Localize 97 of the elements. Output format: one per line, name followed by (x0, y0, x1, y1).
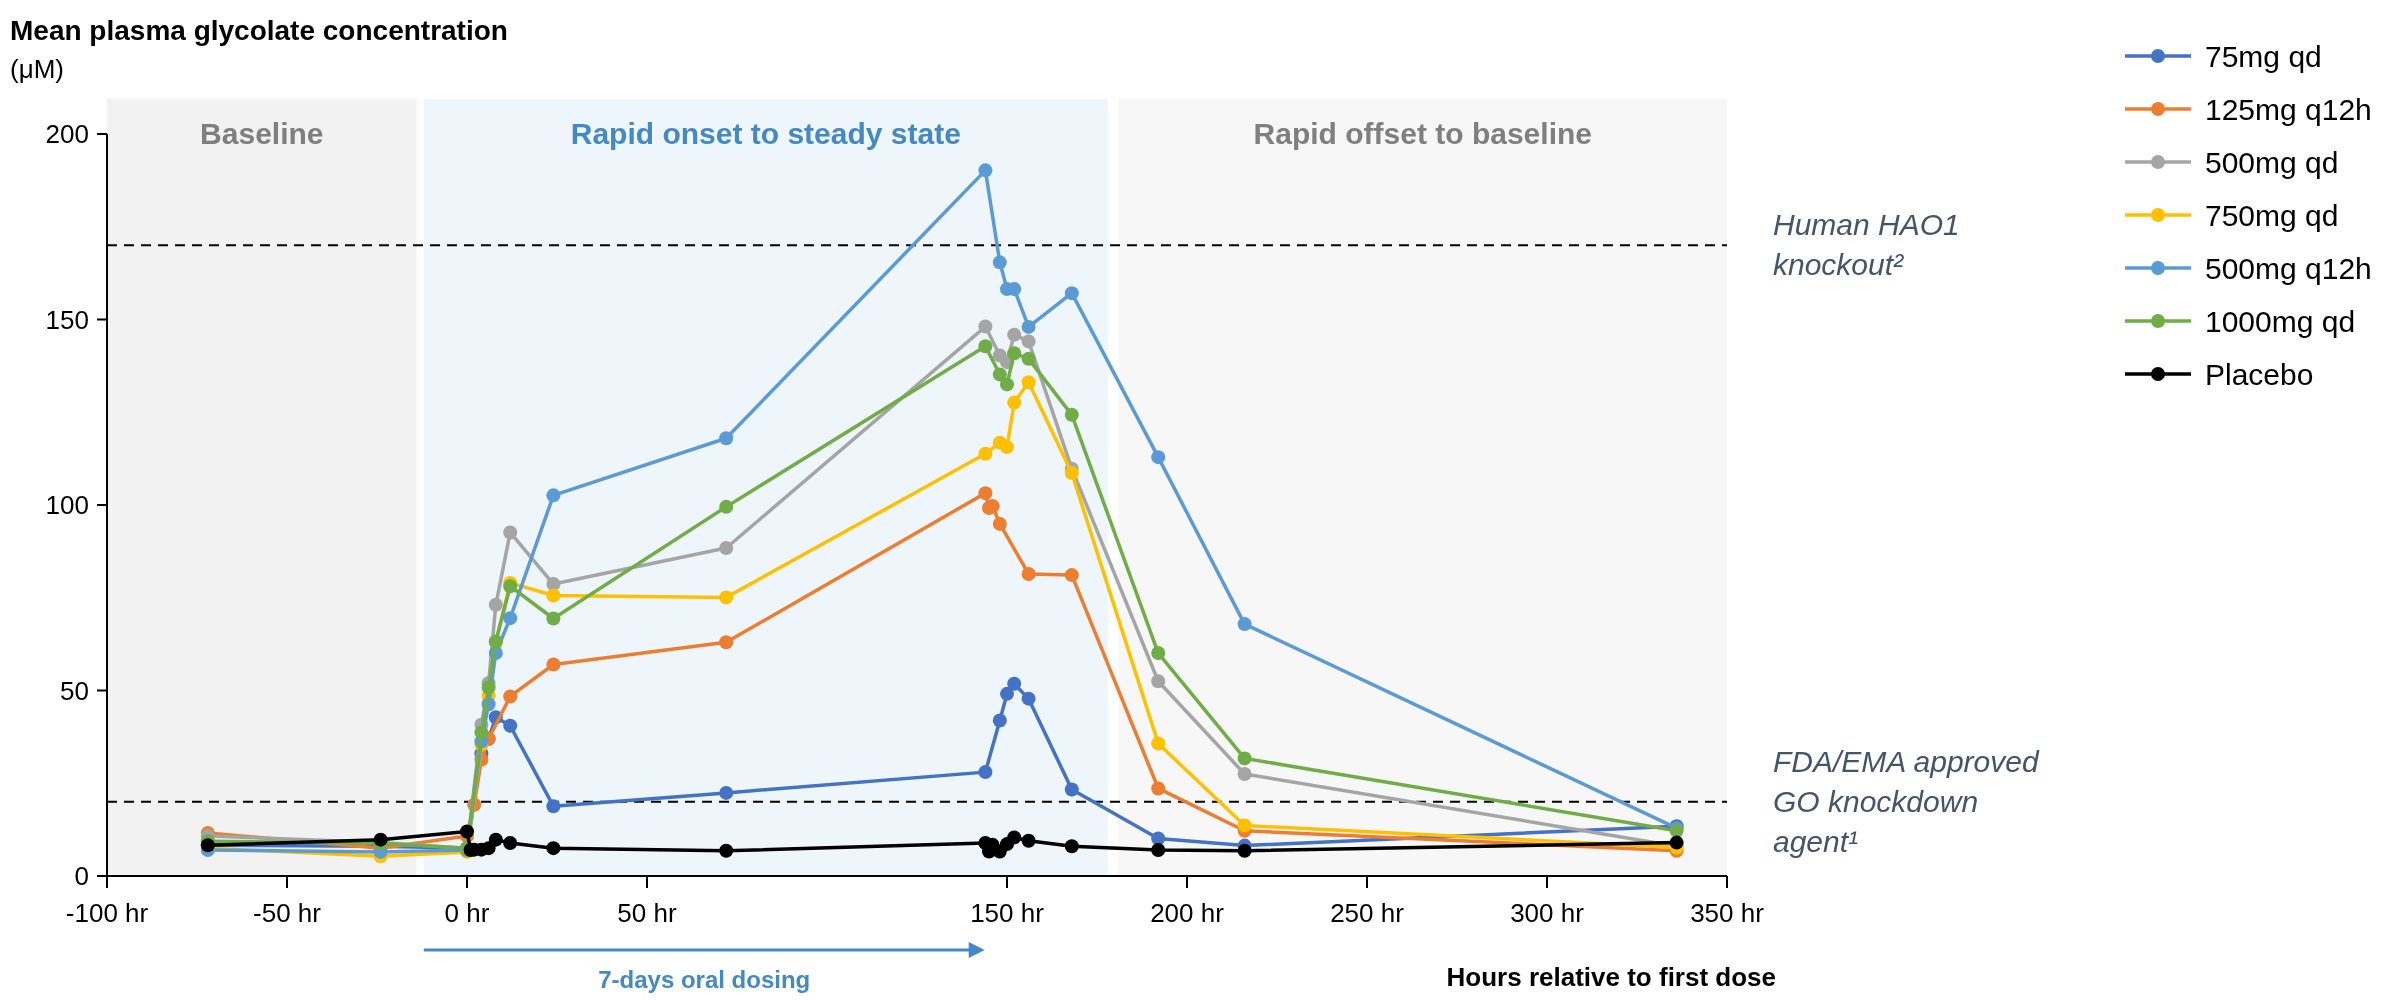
band-label: Rapid offset to baseline (1253, 117, 1592, 150)
x-tick-label: 250 hr (1330, 898, 1405, 928)
point (719, 635, 734, 650)
y-axis-title: Mean plasma glycolate concentration (μM) (10, 15, 508, 84)
y-tick-label: 150 (45, 304, 89, 335)
point (1007, 830, 1022, 845)
point (1237, 843, 1252, 858)
legend-label: 750mg qd (2205, 199, 2339, 232)
point (1151, 450, 1166, 465)
point (546, 577, 561, 592)
point (1151, 674, 1166, 689)
point (1021, 691, 1036, 706)
point (1007, 676, 1022, 691)
point (1021, 334, 1036, 349)
point (978, 339, 993, 354)
point (546, 488, 561, 503)
ref-line-label: Human HAO1 knockout² (1773, 208, 1960, 282)
point (978, 765, 993, 780)
x-axis-title: Hours relative to first dose (1446, 962, 1776, 992)
point (1000, 440, 1014, 455)
point (719, 499, 734, 514)
legend-label: 500mg q12h (2205, 252, 2372, 285)
point (1237, 818, 1252, 833)
legend-label: 500mg qd (2205, 146, 2339, 179)
y-tick-label: 200 (45, 119, 89, 149)
point (546, 588, 561, 603)
point (1669, 835, 1684, 850)
point (1007, 346, 1022, 361)
point (978, 486, 993, 501)
point (546, 841, 561, 856)
point (1237, 766, 1252, 781)
point (503, 525, 518, 540)
point (1007, 395, 1022, 410)
x-tick-label: -100 hr (65, 898, 149, 928)
point (488, 832, 503, 847)
legend-label: 1000mg qd (2205, 305, 2356, 338)
point (460, 824, 474, 839)
x-tick-label: 0 hr (444, 898, 490, 928)
point (1064, 568, 1079, 583)
point (992, 713, 1007, 728)
point (978, 319, 993, 334)
point (546, 799, 561, 814)
point (1000, 686, 1014, 701)
point (992, 516, 1007, 531)
text: 7-days oral dosing (598, 966, 811, 993)
x-tick-label: 300 hr (1510, 898, 1585, 928)
x-tick-label: 200 hr (1150, 898, 1225, 928)
band-label: Rapid onset to steady state (570, 117, 961, 150)
point (992, 255, 1007, 270)
band-label: Baseline (200, 117, 324, 150)
legend-label: 125mg q12h (2205, 93, 2372, 126)
x-tick-label: 50 hr (617, 898, 677, 928)
point (503, 689, 518, 704)
ref-line-label: FDA/EMA approved GO knockdown agent¹ (1773, 744, 2040, 858)
point (1021, 567, 1036, 582)
point (1021, 319, 1036, 334)
point (719, 785, 734, 800)
point (1064, 466, 1079, 481)
point (503, 835, 518, 850)
point (546, 657, 561, 672)
point (1151, 843, 1166, 858)
point (1064, 407, 1079, 422)
point (1021, 833, 1036, 848)
point (719, 843, 734, 858)
point (719, 431, 734, 446)
y-tick-label: 50 (60, 675, 89, 706)
y-tick-label: 0 (74, 861, 89, 891)
point (474, 725, 489, 740)
point (1151, 781, 1166, 796)
legend-label: Placebo (2205, 358, 2314, 391)
point (1021, 375, 1036, 390)
point (1000, 377, 1014, 392)
point (1237, 617, 1252, 632)
point (719, 590, 734, 605)
point (488, 597, 503, 612)
point (1064, 782, 1079, 797)
point (1237, 751, 1252, 766)
point (978, 163, 993, 178)
point (503, 611, 518, 626)
x-tick-label: 350 hr (1690, 898, 1765, 928)
point (992, 367, 1007, 382)
point (503, 718, 518, 733)
point (719, 541, 734, 556)
point (978, 446, 993, 461)
point (546, 611, 561, 626)
x-tick-label: 150 hr (970, 898, 1045, 928)
legend-label: 75mg qd (2205, 40, 2322, 73)
x-tick-label: -50 hr (253, 898, 322, 928)
y-tick-label: 100 (45, 490, 89, 520)
point (1064, 286, 1079, 301)
point (1151, 736, 1166, 751)
point (481, 680, 496, 695)
point (1021, 351, 1036, 366)
point (1007, 327, 1022, 342)
point (503, 579, 518, 594)
point (1151, 646, 1166, 661)
point (1064, 839, 1079, 854)
